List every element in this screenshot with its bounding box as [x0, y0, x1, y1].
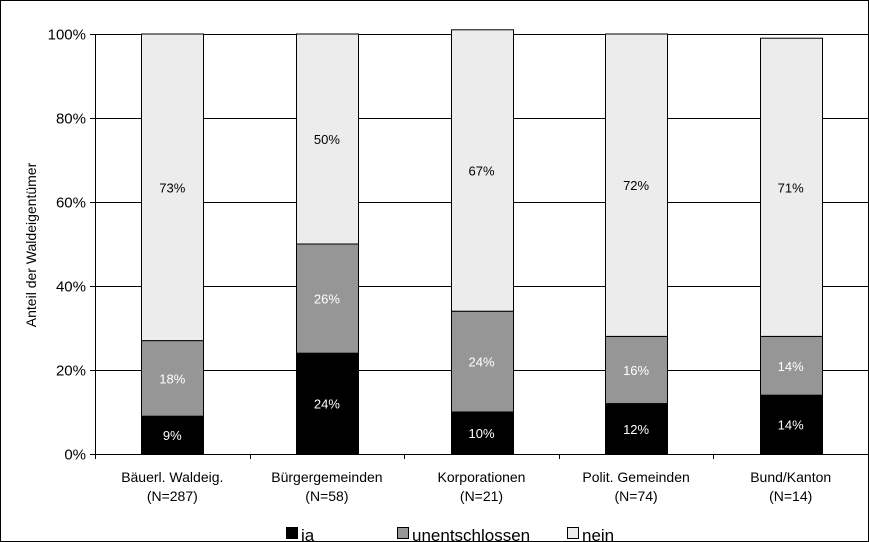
legend-label: ja — [300, 526, 315, 542]
y-axis-title: Anteil der Waldeigentümer — [23, 162, 39, 327]
bar-segment-unentschlossen — [141, 340, 204, 417]
bar-segment-unentschlossen — [451, 310, 514, 413]
data-label: 67% — [468, 164, 494, 179]
bar-segment-ja — [760, 394, 823, 455]
data-label: 73% — [159, 180, 185, 195]
legend-label: unentschlossen — [412, 526, 530, 542]
y-tick-label: 40% — [56, 279, 86, 296]
y-tick-label: 20% — [56, 363, 86, 380]
labels: 0% 20% 40% 60% 80% 100% 9% 18% 73% Bäuerl. Waldei… — [48, 27, 832, 505]
x-category-label: (N=58) — [305, 488, 348, 504]
x-category-label: (N=14) — [769, 488, 812, 504]
legend-swatch-nein — [567, 527, 579, 539]
bar-segment-ja — [605, 403, 668, 455]
y-tick-label: 100% — [48, 27, 86, 44]
bar-segment-unentschlossen — [760, 335, 823, 396]
data-label: 12% — [623, 422, 649, 437]
bars — [141, 29, 823, 455]
legend-label: nein — [582, 526, 614, 542]
data-label: 72% — [623, 178, 649, 193]
legend-swatch-ja — [286, 527, 298, 539]
data-label: 14% — [778, 359, 804, 374]
x-category-label: (N=287) — [147, 488, 198, 504]
x-category-label: Bund/Kanton — [750, 469, 831, 485]
data-label: 14% — [778, 418, 804, 433]
data-label: 18% — [159, 371, 185, 386]
bar-segment-nein — [296, 33, 359, 245]
bar-segment-nein — [605, 33, 668, 337]
data-label: 50% — [314, 132, 340, 147]
bar-segment-ja — [141, 415, 204, 455]
bar-segment-unentschlossen — [605, 335, 668, 405]
y-tick-label: 80% — [56, 111, 86, 128]
x-category-label: Bäuerl. Waldeig. — [121, 469, 223, 485]
legend: ja unentschlossen nein — [286, 526, 614, 542]
bar-segment-nein — [760, 37, 823, 337]
data-label: 16% — [623, 363, 649, 378]
data-label: 26% — [314, 292, 340, 307]
data-label: 24% — [314, 397, 340, 412]
bar-segment-nein — [141, 33, 204, 342]
bar-segment-nein — [451, 29, 514, 312]
x-category-label: (N=21) — [460, 488, 503, 504]
x-category-label: (N=74) — [615, 488, 658, 504]
y-tick-label: 0% — [64, 447, 86, 464]
x-category-label: Korporationen — [438, 469, 526, 485]
bar-segment-ja — [451, 411, 514, 455]
x-category-label: Polit. Gemeinden — [582, 469, 689, 485]
data-label: 9% — [163, 428, 182, 443]
legend-swatch-unentschlossen — [397, 527, 409, 539]
y-tick-label: 60% — [56, 195, 86, 212]
data-label: 10% — [468, 426, 494, 441]
data-label: 24% — [468, 355, 494, 370]
x-category-label: Bürgergemeinden — [271, 469, 382, 485]
data-label: 71% — [778, 180, 804, 195]
